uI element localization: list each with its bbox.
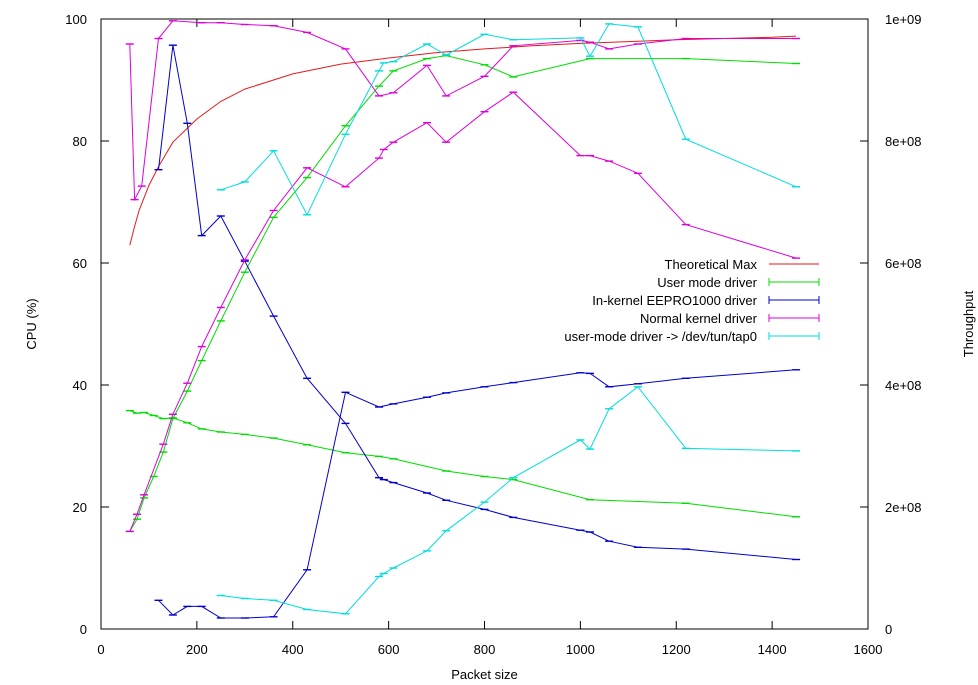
legend-label: In-kernel EEPRO1000 driver: [592, 293, 757, 308]
series-theoretical-max: [129, 35, 797, 246]
series-layer: [125, 20, 801, 619]
series-line: [158, 369, 797, 619]
right-y-tick-label: 4e+08: [885, 378, 922, 393]
legend-entry-in-kernel-eepro1000-driver: In-kernel EEPRO1000 driver: [592, 293, 820, 308]
series-in-kernel-eepro1000-driver: [154, 44, 801, 561]
right-y-tick-label: 1e+09: [885, 12, 922, 27]
x-tick-label: 1000: [566, 642, 595, 657]
series-in-kernel-eepro1000-driver: [154, 369, 801, 619]
series-line: [129, 20, 797, 202]
left-y-tick-label: 40: [73, 378, 87, 393]
series-line: [129, 35, 797, 246]
series-user-mode-driver: [125, 54, 801, 533]
x-axis: 0 200 400 600 800 1000 1200 1400 1600: [97, 19, 882, 657]
right-y-axis-title: Throughput: [961, 290, 976, 357]
left-y-tick-label: 0: [80, 622, 87, 637]
x-tick-label: 400: [282, 642, 304, 657]
left-y-tick-label: 100: [65, 12, 87, 27]
right-y-tick-label: 0: [885, 622, 892, 637]
series-line: [220, 23, 797, 216]
x-tick-label: 600: [378, 642, 400, 657]
x-tick-label: 800: [474, 642, 496, 657]
x-tick-label: 1600: [854, 642, 883, 657]
left-y-axis: 0 20 40 60 80 100: [65, 12, 109, 637]
series-user-mode-driver-dev-tun-tap0: [216, 386, 801, 615]
x-tick-label: 1400: [758, 642, 787, 657]
series-user-mode-driver: [125, 409, 801, 518]
x-tick-label: 0: [97, 642, 104, 657]
left-y-axis-title: CPU (%): [24, 298, 39, 349]
legend-entry-user-mode-driver-dev-tun-tap0: user-mode driver -> /dev/tun/tap0: [564, 329, 820, 344]
legend-label: Normal kernel driver: [640, 311, 758, 326]
x-tick-label: 1200: [662, 642, 691, 657]
right-y-tick-label: 8e+08: [885, 134, 922, 149]
legend: Theoretical Max User mode driver In-kernel…: [564, 257, 820, 344]
left-y-tick-label: 20: [73, 500, 87, 515]
series-line: [129, 410, 797, 518]
right-y-tick-label: 6e+08: [885, 256, 922, 271]
legend-entry-user-mode-driver: User mode driver: [657, 275, 820, 290]
legend-label: Theoretical Max: [665, 257, 758, 272]
series-line: [220, 386, 797, 615]
legend-entry-normal-kernel-driver: Normal kernel driver: [640, 311, 820, 326]
left-y-tick-label: 80: [73, 134, 87, 149]
legend-label: User mode driver: [657, 275, 757, 290]
legend-label: user-mode driver -> /dev/tun/tap0: [564, 329, 757, 344]
left-y-tick-label: 60: [73, 256, 87, 271]
x-tick-label: 200: [186, 642, 208, 657]
right-y-axis: 0 2e+08 4e+08 6e+08 8e+08 1e+09: [860, 12, 922, 637]
series-line: [158, 45, 797, 560]
x-axis-title: Packet size: [451, 667, 517, 682]
series-line: [129, 55, 797, 532]
legend-entry-theoretical-max: Theoretical Max: [665, 257, 819, 272]
right-y-tick-label: 2e+08: [885, 500, 922, 515]
series-user-mode-driver-dev-tun-tap0: [216, 23, 801, 216]
series-normal-kernel-driver: [125, 91, 801, 533]
series-normal-kernel-driver: [125, 20, 801, 202]
